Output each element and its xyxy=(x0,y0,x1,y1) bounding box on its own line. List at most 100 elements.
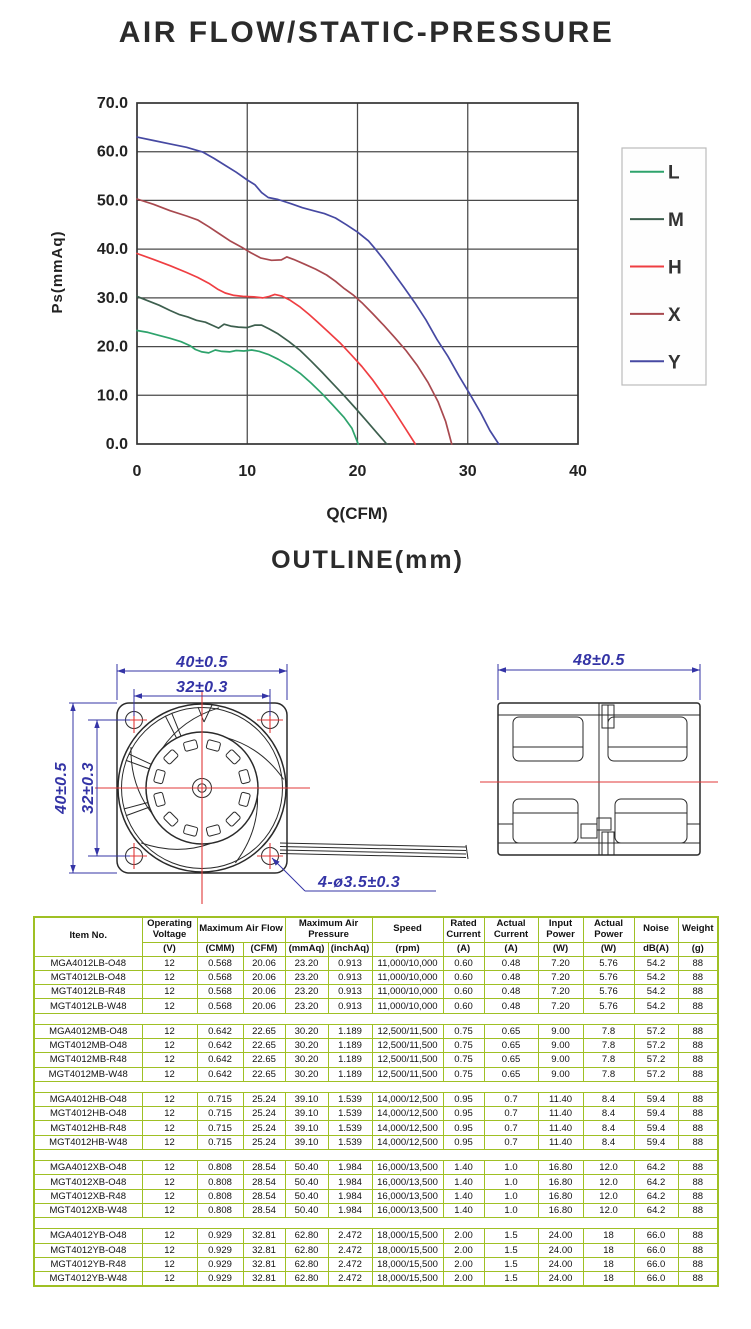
outline-heading: OUTLINE(mm) xyxy=(271,546,464,574)
value-cell: 12 xyxy=(141,1174,198,1190)
value-cell: 0.642 xyxy=(196,1037,244,1054)
y-axis-label: Ps(mmAq) xyxy=(49,230,66,313)
curve-H xyxy=(136,252,417,445)
value-cell: 11.40 xyxy=(537,1091,584,1108)
value-cell: 2.472 xyxy=(327,1228,373,1244)
value-cell: 5.76 xyxy=(582,955,635,971)
item-no-cell: MGT4012MB-R48 xyxy=(33,1052,143,1068)
value-cell: 8.4 xyxy=(582,1134,635,1151)
value-cell: 12,500/11,500 xyxy=(371,1037,444,1054)
item-no-cell: MGT4012YB-W48 xyxy=(33,1271,143,1287)
value-cell: 1.0 xyxy=(483,1160,539,1176)
value-cell: 25.24 xyxy=(242,1120,286,1136)
curve-X xyxy=(136,198,453,445)
y-tick-label: 70.0 xyxy=(97,95,128,112)
value-cell: 88 xyxy=(677,969,719,986)
value-cell: 1.40 xyxy=(442,1160,485,1176)
value-cell: 1.5 xyxy=(483,1228,539,1244)
value-cell: 88 xyxy=(677,984,719,1000)
value-cell: 0.808 xyxy=(196,1160,244,1176)
value-cell: 18 xyxy=(582,1256,635,1273)
value-cell: 0.48 xyxy=(483,998,539,1014)
value-cell: 16.80 xyxy=(537,1160,584,1176)
fan-blade xyxy=(140,842,212,850)
value-cell: 1.189 xyxy=(327,1066,373,1082)
value-cell: 22.65 xyxy=(242,1037,286,1054)
value-cell: 12 xyxy=(141,969,198,986)
item-no-cell: MGA4012HB-O48 xyxy=(33,1091,143,1108)
value-cell: 7.8 xyxy=(582,1066,635,1082)
value-cell: 16,000/13,500 xyxy=(371,1188,444,1204)
outline-drawings: 40±0.5 32±0.3 40±0.5 32±0.3 4-ø3.5±0.3 4… xyxy=(53,652,718,904)
value-cell: 12 xyxy=(141,1091,198,1108)
strut-line xyxy=(125,759,150,770)
value-cell: 0.642 xyxy=(196,1066,244,1082)
lead-wire xyxy=(279,846,467,851)
legend-label-L: L xyxy=(668,163,680,184)
value-cell: 5.76 xyxy=(582,969,635,986)
item-no-cell: MGA4012YB-O48 xyxy=(33,1228,143,1244)
value-cell: 39.10 xyxy=(284,1134,329,1151)
value-cell: 88 xyxy=(677,1160,719,1176)
value-cell: 88 xyxy=(677,1106,719,1122)
item-no-cell: MGT4012LB-O48 xyxy=(33,969,143,986)
value-cell: 2.00 xyxy=(442,1228,485,1244)
value-cell: 18,000/15,500 xyxy=(371,1242,444,1258)
value-cell: 7.20 xyxy=(537,984,584,1000)
dim-arrowhead xyxy=(94,848,100,856)
value-cell: 12 xyxy=(141,1066,198,1082)
value-cell: 9.00 xyxy=(537,1052,584,1068)
value-cell: 57.2 xyxy=(633,1023,679,1039)
value-cell: 32.81 xyxy=(242,1242,286,1258)
value-cell: 0.808 xyxy=(196,1188,244,1204)
value-cell: 24.00 xyxy=(537,1271,584,1287)
value-cell: 39.10 xyxy=(284,1120,329,1136)
value-cell: 32.81 xyxy=(242,1271,286,1287)
value-cell: 24.00 xyxy=(537,1256,584,1273)
x-tick-label: 40 xyxy=(569,463,587,480)
item-no-cell: MGT4012HB-R48 xyxy=(33,1120,143,1136)
value-cell: 88 xyxy=(677,1066,719,1082)
item-no-cell: MGT4012LB-W48 xyxy=(33,998,143,1014)
value-cell: 0.65 xyxy=(483,1066,539,1082)
value-cell: 28.54 xyxy=(242,1174,286,1190)
value-cell: 0.75 xyxy=(442,1066,485,1082)
item-no-cell: MGT4012HB-W48 xyxy=(33,1134,143,1151)
value-cell: 12 xyxy=(141,1023,198,1039)
unit-header: (W) xyxy=(582,941,635,957)
value-cell: 1.5 xyxy=(483,1256,539,1273)
impeller-slot xyxy=(238,769,251,785)
value-cell: 12 xyxy=(141,1037,198,1054)
value-cell: 0.715 xyxy=(196,1134,244,1151)
column-header: Actual Power xyxy=(582,916,635,943)
value-cell: 0.60 xyxy=(442,984,485,1000)
value-cell: 23.20 xyxy=(284,955,329,971)
side-window xyxy=(614,798,688,844)
front-width-dim: 40±0.5 xyxy=(175,654,228,671)
lead-wire xyxy=(279,849,467,855)
value-cell: 11,000/10,000 xyxy=(371,969,444,986)
value-cell: 12,500/11,500 xyxy=(371,1052,444,1068)
fan-blade xyxy=(235,795,259,864)
value-cell: 30.20 xyxy=(284,1037,329,1054)
x-axis-label: Q(CFM) xyxy=(326,504,387,523)
value-cell: 0.913 xyxy=(327,969,373,986)
y-tick-label: 10.0 xyxy=(97,387,128,404)
value-cell: 18,000/15,500 xyxy=(371,1271,444,1287)
impeller-slot xyxy=(183,739,199,752)
item-no-cell: MGA4012XB-O48 xyxy=(33,1160,143,1176)
x-tick-label: 10 xyxy=(238,463,256,480)
value-cell: 12 xyxy=(141,1202,198,1219)
item-no-cell: MGT4012MB-W48 xyxy=(33,1066,143,1082)
value-cell: 7.8 xyxy=(582,1023,635,1039)
y-tick-label: 20.0 xyxy=(97,339,128,356)
column-header: Weight xyxy=(677,916,719,943)
value-cell: 8.4 xyxy=(582,1106,635,1122)
value-cell: 8.4 xyxy=(582,1120,635,1136)
value-cell: 0.913 xyxy=(327,955,373,971)
dim-arrowhead xyxy=(117,668,125,674)
item-no-cell: MGT4012MB-O48 xyxy=(33,1037,143,1054)
value-cell: 11,000/10,000 xyxy=(371,984,444,1000)
impeller-slot xyxy=(225,811,241,827)
